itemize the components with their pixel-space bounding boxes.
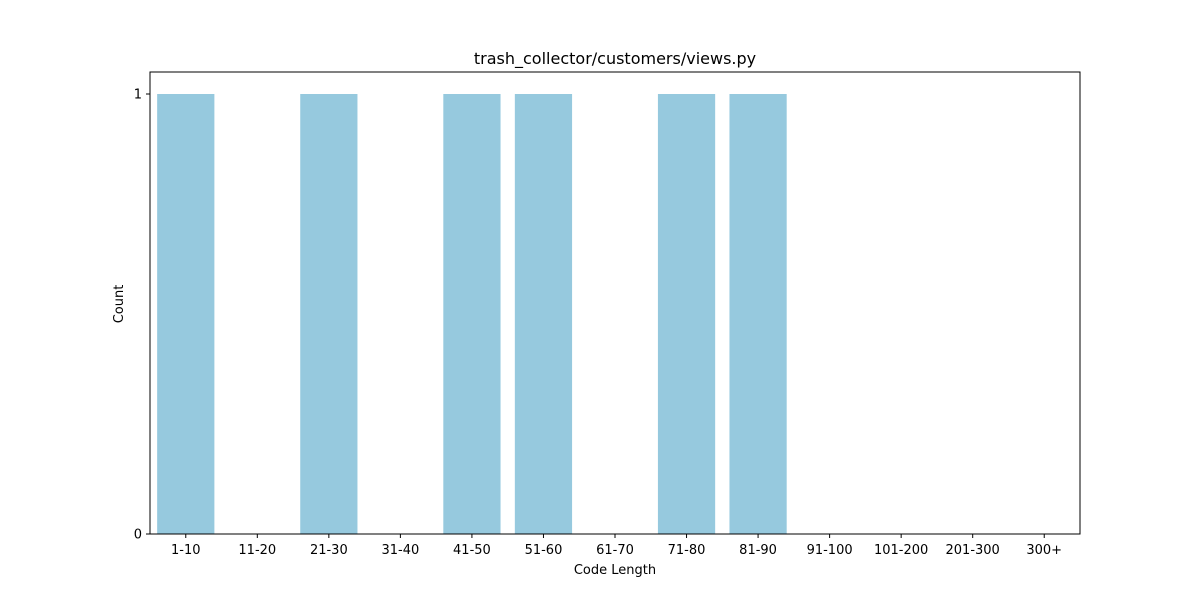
x-tick-label: 300+ xyxy=(1026,543,1062,558)
chart-title: trash_collector/customers/views.py xyxy=(474,49,756,69)
x-tick-label: 51-60 xyxy=(525,543,563,558)
x-tick-label: 11-20 xyxy=(238,543,276,558)
y-tick-label: 1 xyxy=(134,88,142,103)
x-tick-label: 201-300 xyxy=(946,543,1000,558)
x-tick-label: 101-200 xyxy=(874,543,928,558)
bar-81-90 xyxy=(729,94,787,534)
x-tick-label: 21-30 xyxy=(310,543,348,558)
y-axis: 01 xyxy=(134,88,150,543)
x-tick-label: 61-70 xyxy=(596,543,634,558)
bar-41-50 xyxy=(443,94,501,534)
x-axis: 1-10 11-20 21-30 31-40 41-50 51-60 61-70 71-80 8… xyxy=(171,534,1062,558)
bar-1-10 xyxy=(157,94,215,534)
x-tick-label: 1-10 xyxy=(171,543,201,558)
x-tick-label: 41-50 xyxy=(453,543,491,558)
x-tick-label: 91-100 xyxy=(807,543,853,558)
x-tick-label: 81-90 xyxy=(739,543,777,558)
bar-71-80 xyxy=(657,94,716,534)
x-tick-label: 31-40 xyxy=(381,543,419,558)
x-tick-label: 71-80 xyxy=(668,543,706,558)
x-axis-label: Code Length xyxy=(574,563,656,578)
bar-21-30 xyxy=(300,94,358,534)
bars-layer xyxy=(157,94,787,534)
plot-frame xyxy=(149,71,1081,535)
bar-51-60 xyxy=(514,94,573,534)
y-axis-label: Count xyxy=(112,285,127,324)
y-tick-label: 0 xyxy=(134,528,142,543)
